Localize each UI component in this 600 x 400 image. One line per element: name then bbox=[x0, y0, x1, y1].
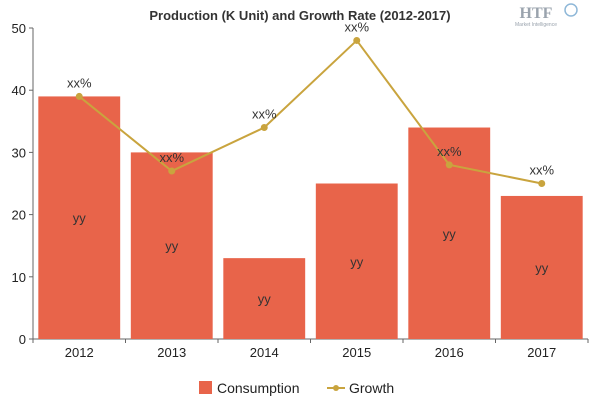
x-tick-label: 2015 bbox=[342, 345, 371, 360]
growth-line-path bbox=[78, 38, 542, 185]
legend: Consumption Growth bbox=[199, 380, 394, 396]
bar-data-label: yy bbox=[443, 226, 457, 241]
consumption-data-labels: yy yy yy yy yy yy bbox=[73, 211, 549, 307]
bar-data-label: yy bbox=[73, 211, 87, 226]
x-tick-label: 2017 bbox=[527, 345, 556, 360]
growth-data-label: xx% bbox=[252, 107, 277, 122]
globe-icon bbox=[564, 3, 578, 17]
consumption-bars bbox=[38, 96, 583, 340]
y-tick-label: 50 bbox=[12, 21, 26, 36]
growth-point-2014 bbox=[260, 124, 268, 132]
y-tick-label: 0 bbox=[19, 332, 26, 347]
legend-swatch-growth-marker bbox=[333, 385, 339, 391]
y-tick-label: 30 bbox=[12, 145, 26, 160]
bar-data-label: yy bbox=[165, 239, 179, 254]
growth-series bbox=[75, 36, 546, 187]
bar-data-label: yy bbox=[258, 292, 272, 307]
x-tick-label: 2013 bbox=[157, 345, 186, 360]
growth-data-label: xx% bbox=[159, 150, 184, 165]
bar-consumption-2013 bbox=[130, 152, 213, 339]
growth-data-label: xx% bbox=[529, 163, 554, 178]
bar-consumption-2017 bbox=[500, 195, 583, 339]
legend-label-growth: Growth bbox=[349, 380, 394, 396]
y-tick-label: 40 bbox=[12, 83, 26, 98]
growth-data-labels: xx% xx% xx% xx% xx% xx% bbox=[67, 19, 555, 177]
y-tick-label: 10 bbox=[12, 270, 26, 285]
growth-data-label: xx% bbox=[67, 75, 92, 90]
growth-data-label: xx% bbox=[437, 144, 462, 159]
growth-data-label: xx% bbox=[344, 19, 369, 34]
chart-title: Production (K Unit) and Growth Rate (201… bbox=[149, 8, 450, 23]
bar-consumption-2014 bbox=[223, 258, 306, 339]
growth-point-2013 bbox=[168, 167, 176, 175]
bar-data-label: yy bbox=[350, 254, 364, 269]
y-tick-label: 20 bbox=[12, 208, 26, 223]
x-axis: 2012 2013 2014 2015 2016 2017 bbox=[32, 338, 589, 360]
growth-point-2016 bbox=[445, 161, 453, 169]
growth-point-2017 bbox=[538, 180, 546, 187]
logo-text: HTF bbox=[520, 5, 553, 22]
bar-data-label: yy bbox=[535, 260, 549, 275]
bar-consumption-2012 bbox=[38, 96, 121, 339]
x-tick-label: 2014 bbox=[250, 345, 279, 360]
htf-logo: HTF Market Intelligence bbox=[515, 3, 578, 28]
x-tick-label: 2012 bbox=[65, 345, 94, 360]
x-tick-label: 2016 bbox=[435, 345, 464, 360]
bar-consumption-2015 bbox=[315, 183, 398, 339]
legend-swatch-consumption bbox=[199, 381, 212, 394]
y-axis: 0 10 20 30 40 50 bbox=[12, 21, 34, 347]
growth-point-2012 bbox=[75, 92, 83, 100]
growth-point-2015 bbox=[353, 36, 361, 44]
logo-subtext: Market Intelligence bbox=[515, 22, 557, 28]
legend-label-consumption: Consumption bbox=[217, 380, 300, 396]
